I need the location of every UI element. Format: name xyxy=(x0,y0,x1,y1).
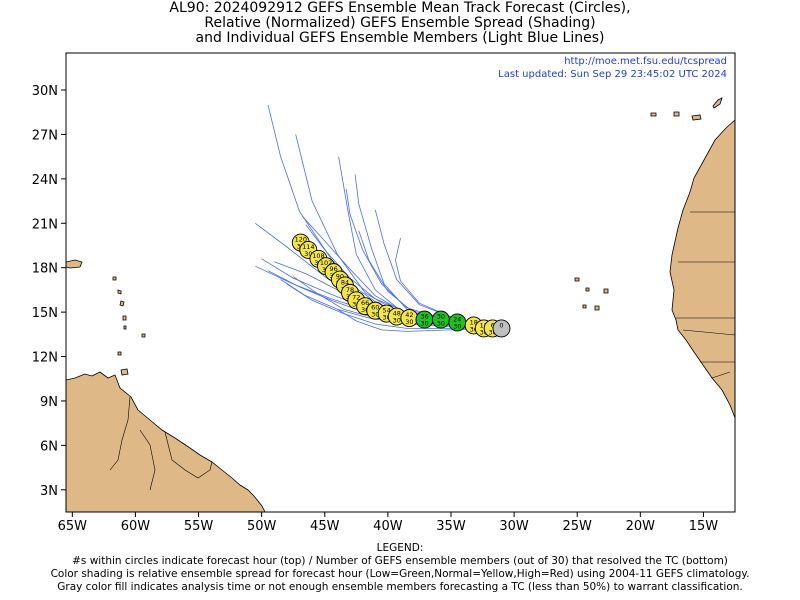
chart-title: AL90: 2024092912 GEFS Ensemble Mean Trac… xyxy=(0,1,800,46)
forecast-hour-label: 90 xyxy=(336,273,344,281)
lon-tick-label: 50W xyxy=(247,519,277,534)
lon-tick-label: 65W xyxy=(58,519,88,534)
lon-tick-label: 20W xyxy=(626,519,656,534)
legend-line-1: #s within circles indicate forecast hour… xyxy=(72,555,728,567)
member-count-label: 30 xyxy=(371,311,379,319)
member-count-label: 30 xyxy=(470,325,478,333)
ensemble-mean-track: 1203011430108301023096309030843078307230… xyxy=(291,233,511,338)
forecast-hour-label: 72 xyxy=(352,293,360,301)
member-count-label: 30 xyxy=(453,322,461,330)
forecast-hour-label: 42 xyxy=(405,311,413,319)
lat-tick-label: 9N xyxy=(40,395,58,410)
forecast-hour-label: 96 xyxy=(329,265,337,273)
member-count-label: 30 xyxy=(489,328,497,336)
member-count-label: 30 xyxy=(480,328,488,336)
lon-tick-label: 55W xyxy=(184,519,214,534)
forecast-hour-label: 48 xyxy=(393,310,401,318)
forecast-hour-label: 60 xyxy=(371,304,379,312)
lat-tick-label: 3N xyxy=(40,484,58,499)
forecast-hour-label: 54 xyxy=(382,307,390,315)
lon-tick-label: 30W xyxy=(499,519,529,534)
lon-tick-label: 60W xyxy=(121,519,151,534)
forecast-hour-label: 78 xyxy=(346,286,354,294)
lat-tick-label: 30N xyxy=(32,84,58,99)
lat-tick-label: 15N xyxy=(32,306,58,321)
legend-line-2: Color shading is relative ensemble sprea… xyxy=(50,568,750,580)
axes: 65W 60W 55W 50W 45W 40W 35W 30W 25W 20W 15W 3N 6N 9N 1… xyxy=(32,84,719,534)
lon-tick-label: 40W xyxy=(373,519,403,534)
mean-track-marker xyxy=(492,319,511,338)
lon-tick-label: 45W xyxy=(310,519,340,534)
member-count-label: 30 xyxy=(304,250,312,258)
land-layer xyxy=(66,97,735,512)
forecast-hour-label: 18 xyxy=(470,318,478,326)
member-count-label: 30 xyxy=(352,300,360,308)
forecast-hour-label: 6 xyxy=(491,321,495,329)
forecast-hour-label: 108 xyxy=(312,252,324,260)
member-count-label: 30 xyxy=(405,318,413,326)
lat-tick-label: 12N xyxy=(32,351,58,366)
forecast-hour-label: 84 xyxy=(341,278,349,286)
last-updated: Last updated: Sun Sep 29 23:45:02 UTC 20… xyxy=(498,69,727,80)
member-count-label: 30 xyxy=(437,320,445,328)
legend-heading: LEGEND: xyxy=(376,542,424,554)
lon-tick-label: 25W xyxy=(563,519,593,534)
lat-tick-label: 18N xyxy=(32,262,58,277)
forecast-hour-label: 36 xyxy=(420,313,428,321)
title-line-2: Relative (Normalized) GEFS Ensemble Spre… xyxy=(204,15,596,31)
lat-tick-label: 6N xyxy=(40,439,58,454)
member-count-label: 30 xyxy=(361,306,369,314)
forecast-hour-label: 66 xyxy=(361,299,369,307)
track-map: 1203011430108301023096309030843078307230… xyxy=(32,52,736,534)
forecast-hour-label: 24 xyxy=(453,315,461,323)
member-count-label: 30 xyxy=(393,317,401,325)
forecast-hour-label: 114 xyxy=(302,243,314,251)
legend: LEGEND: #s within circles indicate forec… xyxy=(0,542,800,594)
mean-track-circle-0: 0 xyxy=(492,319,511,338)
forecast-hour-label: 30 xyxy=(437,313,445,321)
forecast-hour-label: 0 xyxy=(499,321,503,329)
lat-tick-label: 27N xyxy=(32,128,58,143)
land-south-america xyxy=(66,371,266,512)
member-count-label: 30 xyxy=(382,314,390,322)
lat-tick-label: 21N xyxy=(32,217,58,232)
forecast-hour-label: 12 xyxy=(480,321,488,329)
lon-tick-label: 15W xyxy=(689,519,719,534)
forecast-hour-label: 102 xyxy=(320,259,332,267)
member-count-label: 30 xyxy=(420,320,428,328)
lat-tick-label: 24N xyxy=(32,173,58,188)
title-line-1: AL90: 2024092912 GEFS Ensemble Mean Trac… xyxy=(169,0,631,16)
lon-tick-label: 35W xyxy=(436,519,466,534)
forecast-hour-label: 120 xyxy=(295,236,307,244)
title-line-3: and Individual GEFS Ensemble Members (Li… xyxy=(195,30,605,46)
land-africa xyxy=(669,119,735,419)
legend-line-3: Gray color fill indicates analysis time … xyxy=(57,581,743,593)
ocean-area xyxy=(66,53,735,512)
source-url: http://moe.met.fsu.edu/tcspread xyxy=(564,56,727,67)
plot-frame xyxy=(65,52,736,513)
